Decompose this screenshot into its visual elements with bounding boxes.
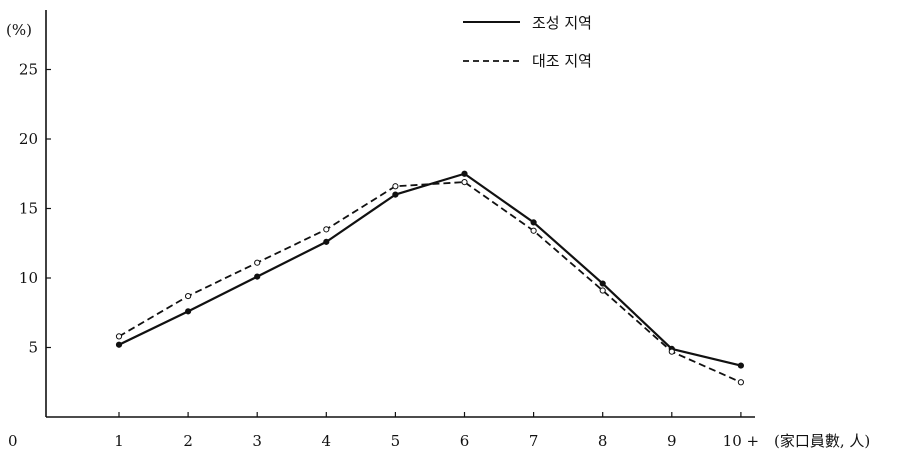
x-ticks: 1 2 3 4 5 6 7 8 9 10 + — [114, 412, 759, 450]
legend-label-2: 대조 지역 — [532, 52, 592, 70]
x-tick-label: 4 — [322, 432, 332, 450]
series-2-point — [392, 183, 399, 190]
x-tick-label: 2 — [183, 432, 193, 450]
series-2-point — [254, 259, 261, 266]
series-2-point — [115, 333, 123, 340]
series-line-1 — [118, 172, 742, 367]
x-tick-label: 9 — [667, 432, 677, 450]
series-2-point — [323, 226, 330, 233]
y-tick-label: 10 — [19, 269, 38, 287]
series-2-point — [668, 348, 675, 355]
series-1-point — [530, 219, 537, 226]
series-2-point — [530, 227, 537, 234]
series-1-point — [185, 308, 192, 315]
series-2-point — [737, 379, 745, 386]
series-2-point — [185, 292, 192, 300]
y-tick-label: 20 — [19, 130, 38, 148]
legend-label-1: 조성 지역 — [532, 14, 592, 32]
series-1-point — [392, 191, 399, 198]
x-tick-label: 1 — [114, 432, 124, 450]
series-1-point — [323, 238, 330, 245]
legend: 조성 지역 대조 지역 — [463, 14, 592, 70]
series-1-point — [737, 362, 745, 369]
origin-label: 0 — [8, 432, 18, 450]
series-1-point — [115, 341, 123, 348]
series-2-point — [461, 178, 468, 186]
series-1-point — [599, 280, 606, 287]
series-1-point — [254, 273, 261, 280]
y-tick-label: 15 — [19, 200, 38, 218]
y-axis-unit-label: (%) — [6, 21, 32, 39]
y-tick-label: 5 — [28, 339, 38, 357]
x-tick-label: 7 — [529, 432, 539, 450]
x-axis-unit-label: (家口員數, 人) — [774, 432, 870, 450]
y-tick-label: 25 — [19, 61, 38, 79]
x-tick-label: 5 — [391, 432, 401, 450]
series-2-point — [599, 287, 606, 294]
series-1-point — [461, 170, 468, 177]
x-tick-label: 6 — [460, 432, 470, 450]
y-ticks: 5 10 15 20 25 — [19, 61, 51, 357]
x-tick-label: 8 — [598, 432, 608, 450]
series-line-2 — [118, 181, 742, 384]
x-tick-label: 10 + — [723, 432, 759, 450]
x-tick-label: 3 — [252, 432, 262, 450]
series-group — [115, 170, 745, 386]
